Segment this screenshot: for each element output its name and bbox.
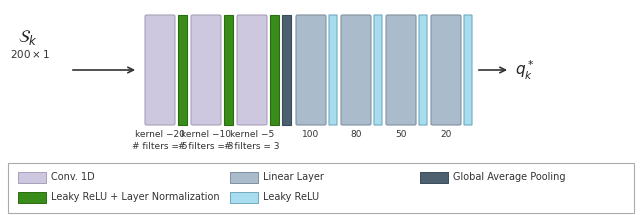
Text: 80: 80 bbox=[350, 130, 362, 139]
Text: kernel −5
# filters = 3: kernel −5 # filters = 3 bbox=[224, 130, 280, 151]
Text: Linear Layer: Linear Layer bbox=[263, 172, 324, 182]
Text: Global Average Pooling: Global Average Pooling bbox=[453, 172, 566, 182]
Bar bbox=[420, 172, 448, 183]
FancyBboxPatch shape bbox=[431, 15, 461, 125]
Text: kernel −10
# filters = 3: kernel −10 # filters = 3 bbox=[179, 130, 234, 151]
Text: 50: 50 bbox=[396, 130, 407, 139]
FancyBboxPatch shape bbox=[237, 15, 267, 125]
Text: Conv. 1D: Conv. 1D bbox=[51, 172, 95, 182]
Bar bbox=[178, 15, 187, 125]
FancyBboxPatch shape bbox=[329, 15, 337, 125]
FancyBboxPatch shape bbox=[419, 15, 427, 125]
Bar bbox=[18, 172, 46, 183]
Bar bbox=[230, 172, 258, 183]
FancyBboxPatch shape bbox=[374, 15, 382, 125]
Text: Leaky ReLU + Layer Normalization: Leaky ReLU + Layer Normalization bbox=[51, 192, 220, 202]
Text: Leaky ReLU: Leaky ReLU bbox=[263, 192, 319, 202]
Text: 100: 100 bbox=[302, 130, 319, 139]
FancyBboxPatch shape bbox=[386, 15, 416, 125]
FancyBboxPatch shape bbox=[296, 15, 326, 125]
Bar bbox=[8, 163, 634, 213]
Text: $q_k^*$: $q_k^*$ bbox=[515, 58, 534, 82]
Text: $\mathcal{S}_k$: $\mathcal{S}_k$ bbox=[18, 28, 38, 47]
Bar bbox=[18, 192, 46, 203]
Text: $200 \times 1$: $200 \times 1$ bbox=[10, 48, 50, 60]
Bar bbox=[230, 192, 258, 203]
FancyBboxPatch shape bbox=[464, 15, 472, 125]
Bar bbox=[270, 15, 279, 125]
Bar bbox=[282, 15, 291, 125]
FancyBboxPatch shape bbox=[191, 15, 221, 125]
Bar bbox=[224, 15, 233, 125]
FancyBboxPatch shape bbox=[341, 15, 371, 125]
FancyBboxPatch shape bbox=[145, 15, 175, 125]
Text: 20: 20 bbox=[440, 130, 452, 139]
Text: kernel −20
# filters = 5: kernel −20 # filters = 5 bbox=[132, 130, 188, 151]
